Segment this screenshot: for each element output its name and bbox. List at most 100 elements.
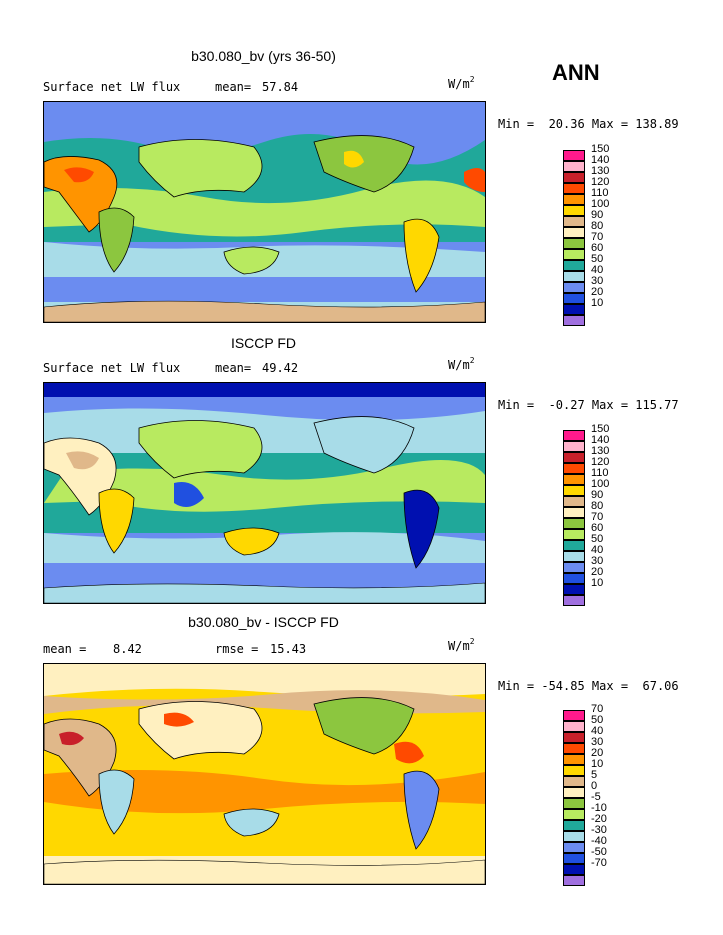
- legend-swatch: [563, 518, 585, 529]
- legend-swatch: [563, 710, 585, 721]
- panel-3-units: W/m2: [448, 637, 475, 653]
- panel-2-title: ISCCP FD: [230, 335, 297, 351]
- panel-2-mean-label: mean=: [215, 361, 252, 375]
- season-label: ANN: [552, 60, 600, 85]
- panel-1-title: b30.080_bv (yrs 36-50): [191, 48, 336, 64]
- legend-label: 50: [591, 253, 604, 265]
- legend-swatch: [563, 562, 585, 573]
- legend-swatch: [563, 831, 585, 842]
- legend-swatch: [563, 820, 585, 831]
- legend-swatch: [563, 864, 585, 875]
- legend-label: 40: [591, 725, 604, 737]
- panel-3-legend: 70 50 40 30 20 10 5 0 -5 -10 -20 -30 -40…: [563, 703, 663, 886]
- legend-label: 20: [591, 286, 604, 298]
- legend-label: 30: [591, 275, 604, 287]
- legend-label: 130: [591, 165, 610, 177]
- panel-1-legend: 150 140 130 120 110 100 90 80 70 60 50 4…: [563, 143, 663, 326]
- legend-swatch: [563, 161, 585, 172]
- legend-label: 30: [591, 555, 604, 567]
- legend-label: 110: [591, 187, 609, 199]
- panel-2-legend: 150 140 130 120 110 100 90 80 70 60 50 4…: [563, 423, 663, 606]
- panel-3-mean-value: 8.42: [113, 642, 142, 656]
- legend-label: 60: [591, 522, 604, 534]
- legend-swatch: [563, 304, 585, 315]
- legend-swatch: [563, 172, 585, 183]
- legend-swatch: [563, 776, 585, 787]
- panel-3-map: [43, 663, 486, 885]
- legend-swatch: [563, 529, 585, 540]
- legend-label: -50: [591, 846, 607, 858]
- legend-label: 140: [591, 154, 610, 166]
- legend-swatch: [563, 853, 585, 864]
- panel-3-rmse-label: rmse =: [215, 642, 259, 656]
- legend-swatch: [563, 551, 585, 562]
- legend-swatch: [563, 787, 585, 798]
- panel-1-minmax: Min = 20.36 Max = 138.89: [498, 117, 679, 131]
- panel-2-map: [43, 382, 486, 604]
- panel-2-field-label: Surface net LW flux: [43, 361, 181, 375]
- legend-label: 10: [591, 758, 604, 770]
- legend-swatch: [563, 842, 585, 853]
- legend-label: 130: [591, 445, 610, 457]
- legend-label: 10: [591, 297, 604, 309]
- panel-2-minmax: Min = -0.27 Max = 115.77: [498, 398, 679, 412]
- legend-label: 10: [591, 577, 604, 589]
- legend-label: -5: [591, 791, 601, 803]
- legend-label: 110: [591, 467, 609, 479]
- legend-label: 50: [591, 714, 604, 726]
- legend-swatch: [563, 573, 585, 584]
- legend-swatch: [563, 293, 585, 304]
- legend-swatch: [563, 260, 585, 271]
- panel-2-units: W/m2: [448, 356, 475, 372]
- legend-label: 5: [591, 769, 598, 781]
- legend-label: 40: [591, 264, 604, 276]
- legend-swatch: [563, 765, 585, 776]
- legend-swatch: [563, 227, 585, 238]
- legend-label: 0: [591, 780, 598, 792]
- legend-swatch: [563, 183, 585, 194]
- panel-1-map: [43, 101, 486, 323]
- legend-swatch: [563, 809, 585, 820]
- legend-label: 20: [591, 747, 604, 759]
- panel-2-mean-value: 49.42: [262, 361, 299, 375]
- legend-label: 20: [591, 566, 604, 578]
- panel-3-mean-label: mean =: [43, 642, 87, 656]
- legend-swatch: [563, 474, 585, 485]
- legend-label: 120: [591, 456, 610, 468]
- legend-label: -10: [591, 802, 607, 814]
- legend-label: 70: [591, 231, 604, 243]
- legend-label: 90: [591, 209, 604, 221]
- legend-swatch: [563, 540, 585, 551]
- legend-swatch: [563, 798, 585, 809]
- legend-label: 70: [591, 703, 604, 715]
- panel-3-minmax: Min = -54.85 Max = 67.06: [498, 679, 679, 693]
- legend-swatch: [563, 315, 585, 326]
- legend-label: 90: [591, 489, 604, 501]
- panel-1-mean-value: 57.84: [262, 80, 299, 94]
- legend-swatch: [563, 238, 585, 249]
- legend-label: 150: [591, 423, 610, 435]
- legend-swatch: [563, 452, 585, 463]
- legend-label: -70: [591, 857, 607, 869]
- panel-1-mean-label: mean=: [215, 80, 252, 94]
- legend-label: 140: [591, 434, 610, 446]
- legend-swatch: [563, 282, 585, 293]
- legend-label: 80: [591, 220, 604, 232]
- legend-label: 40: [591, 544, 604, 556]
- legend-swatch: [563, 595, 585, 606]
- legend-label: 60: [591, 242, 604, 254]
- legend-swatch: [563, 721, 585, 732]
- legend-swatch: [563, 205, 585, 216]
- legend-label: -40: [591, 835, 607, 847]
- legend-label: 50: [591, 533, 604, 545]
- legend-label: -30: [591, 824, 607, 836]
- legend-swatch: [563, 150, 585, 161]
- legend-swatch: [563, 271, 585, 282]
- legend-label: 120: [591, 176, 610, 188]
- legend-swatch: [563, 584, 585, 595]
- legend-swatch: [563, 249, 585, 260]
- legend-swatch: [563, 507, 585, 518]
- legend-swatch: [563, 732, 585, 743]
- legend-swatch: [563, 463, 585, 474]
- legend-label: 30: [591, 736, 604, 748]
